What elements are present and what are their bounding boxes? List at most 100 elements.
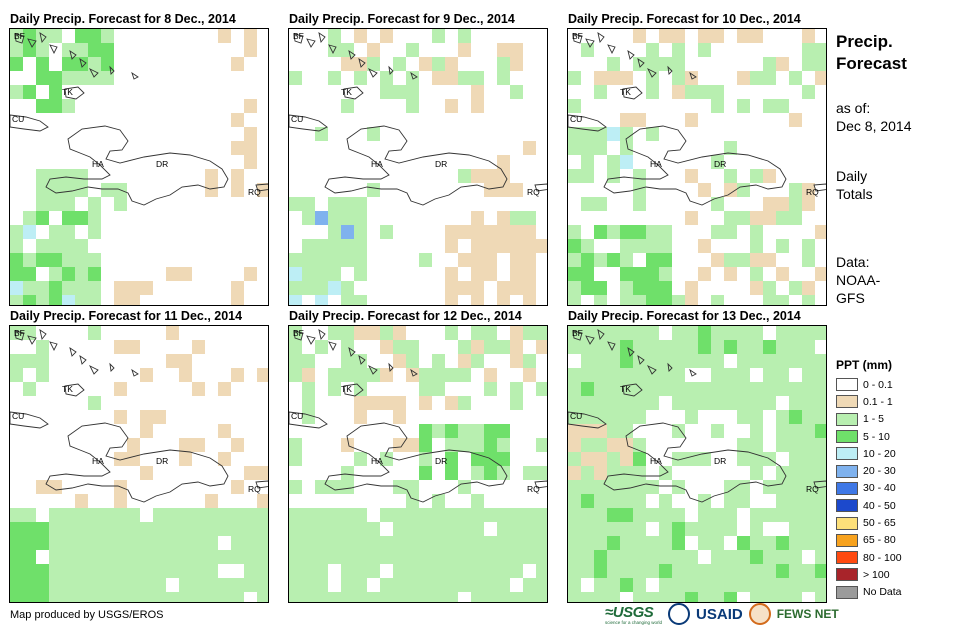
precip-cell [114, 295, 127, 305]
precip-cell [750, 578, 763, 592]
turks-caicos-outline [64, 86, 85, 100]
bahamas-island-outline [637, 57, 645, 68]
bahamas-island-outline [646, 364, 657, 375]
precip-cell [672, 29, 685, 43]
precip-cell [341, 197, 354, 211]
precip-cell [328, 29, 341, 43]
precip-cell [114, 564, 127, 578]
legend-item: 50 - 65 [836, 514, 902, 531]
panel-title-6: Daily Precip. Forecast for 13 Dec., 2014 [568, 309, 801, 323]
precip-cell [75, 281, 88, 295]
precip-cell [484, 253, 497, 267]
precip-cell [484, 340, 497, 354]
precip-cell [763, 295, 776, 305]
precip-cell [315, 592, 328, 602]
precip-cell [711, 354, 724, 368]
precip-cell [789, 578, 802, 592]
precip-cell [289, 564, 302, 578]
precip-cell [114, 592, 127, 602]
precip-cell [471, 522, 484, 536]
precip-cell [497, 592, 510, 602]
precip-cell [231, 578, 244, 592]
precip-cell [763, 340, 776, 354]
precip-cell [49, 239, 62, 253]
precip-cell [581, 396, 594, 410]
precip-cell [75, 211, 88, 225]
precip-cell [607, 522, 620, 536]
precip-cell [62, 592, 75, 602]
precip-cell [289, 354, 302, 368]
precip-cell [568, 466, 581, 480]
precip-cell [568, 141, 581, 155]
precip-cell [471, 564, 484, 578]
precip-cell [75, 564, 88, 578]
precip-cell [698, 267, 711, 281]
precip-cell [315, 578, 328, 592]
precip-cell [406, 522, 419, 536]
precip-cell [594, 424, 607, 438]
precip-cell [523, 466, 536, 480]
precip-cell [432, 578, 445, 592]
precip-cell [620, 354, 633, 368]
legend-item: 1 - 5 [836, 411, 902, 428]
bahamas-island-outline [49, 341, 58, 352]
precip-cell [231, 480, 244, 494]
precip-cell [750, 354, 763, 368]
map-label-bf: BF [14, 328, 25, 338]
bahamas-island-outline [367, 364, 378, 375]
precip-cell [75, 536, 88, 550]
precip-cell [367, 57, 380, 71]
data-source-line2: NOAA- [836, 272, 881, 288]
precip-cell [776, 99, 789, 113]
precip-cell [484, 564, 497, 578]
legend-swatch [836, 378, 858, 392]
precip-cell [380, 536, 393, 550]
precip-cell [568, 169, 581, 183]
precip-cell [101, 578, 114, 592]
precip-cell [497, 183, 510, 197]
precip-cell [659, 267, 672, 281]
precip-cell [685, 550, 698, 564]
fews-seal-icon [748, 603, 771, 625]
precip-cell [646, 295, 659, 305]
precip-cell [127, 592, 140, 602]
precip-cell [328, 197, 341, 211]
precip-cell [179, 368, 192, 382]
precip-cell [328, 522, 341, 536]
precip-cell [523, 354, 536, 368]
precip-cell [231, 592, 244, 602]
precip-cell [354, 225, 367, 239]
precip-cell [594, 197, 607, 211]
bahamas-island-outline [79, 354, 87, 365]
precip-cell [354, 71, 367, 85]
usaid-logo: USAID [696, 605, 743, 623]
precip-cell [776, 550, 789, 564]
precip-cell [510, 211, 523, 225]
precip-cell [594, 368, 607, 382]
legend-swatch [836, 447, 858, 461]
precip-cell [568, 281, 581, 295]
precip-cell [510, 57, 523, 71]
precip-cell [633, 113, 646, 127]
precip-cell [750, 340, 763, 354]
precip-cell [763, 354, 776, 368]
precip-cell [685, 578, 698, 592]
bahamas-island-outline [388, 362, 394, 372]
precip-cell [341, 578, 354, 592]
bahamas-island-outline [293, 33, 304, 44]
precip-cell [393, 410, 406, 424]
precip-cell [218, 29, 231, 43]
precip-cell [302, 410, 315, 424]
precip-cell [49, 71, 62, 85]
precip-cell [568, 253, 581, 267]
precip-cell [302, 267, 315, 281]
precip-cell [445, 550, 458, 564]
precip-cell [607, 592, 620, 602]
precip-cell [536, 592, 547, 602]
precip-cell [205, 592, 218, 602]
precip-cell [315, 550, 328, 564]
precip-cell [101, 564, 114, 578]
precip-cell [633, 592, 646, 602]
data-source-line1: Data: [836, 254, 870, 270]
precip-cell [510, 592, 523, 602]
